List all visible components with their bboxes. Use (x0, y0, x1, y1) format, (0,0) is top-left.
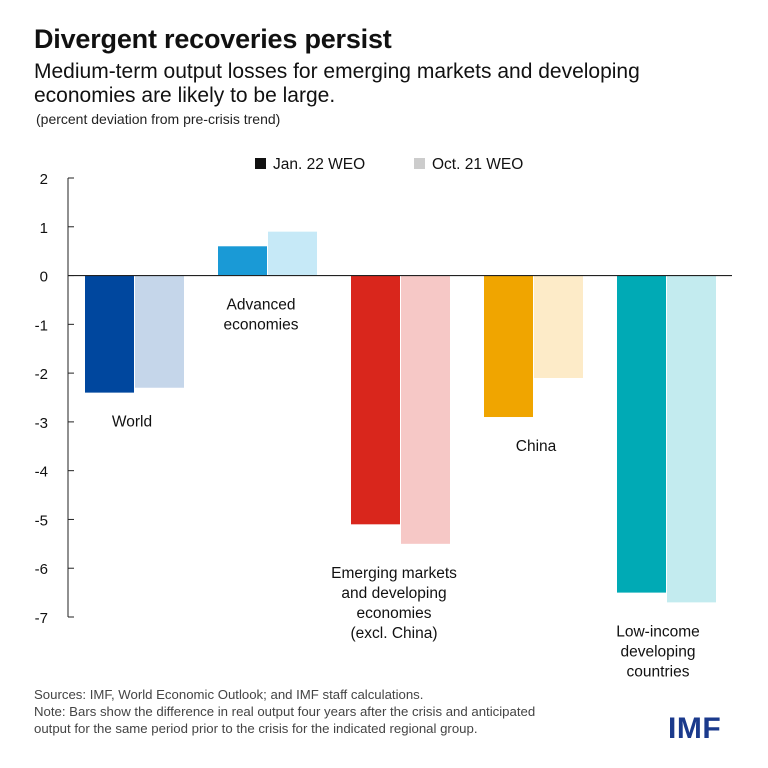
unit-note: (percent deviation from pre-crisis trend… (36, 111, 281, 127)
y-tick-label: 2 (40, 171, 48, 188)
category-label-line: World (112, 414, 152, 431)
note-text-line1: Note: Bars show the difference in real o… (34, 704, 536, 719)
category-label-0: World (112, 414, 152, 431)
bar-oct21-3 (534, 275, 583, 378)
y-tick-label: -2 (35, 366, 48, 383)
chart-title: Divergent recoveries persist (34, 24, 392, 54)
legend-swatch-0 (255, 158, 266, 169)
category-labels: World Advanced economies Emerging markets an… (112, 297, 700, 681)
legend: Jan. 22 WEO Oct. 21 WEO (255, 156, 523, 173)
legend-label-0: Jan. 22 WEO (273, 156, 365, 173)
footer-notes: Sources: IMF, World Economic Outlook; an… (34, 686, 654, 737)
y-tick-label: -3 (35, 415, 48, 432)
bar-jan22-4 (617, 275, 666, 593)
y-tick-label: -4 (35, 464, 48, 481)
bar-jan22-3 (484, 275, 533, 418)
legend-label-1: Oct. 21 WEO (432, 156, 523, 173)
bar-jan22-2 (351, 275, 400, 525)
bar-oct21-2 (401, 275, 450, 544)
category-label-line: countries (627, 663, 690, 680)
category-label-line: Advanced (227, 297, 296, 314)
y-tick-label: -7 (35, 610, 48, 627)
bar-oct21-0 (135, 275, 184, 388)
category-label-line: Emerging markets (331, 565, 457, 582)
bar-oct21-1 (268, 231, 317, 276)
category-label-line: economies (357, 605, 432, 622)
note-text-line2: output for the same period prior to the … (34, 721, 478, 736)
chart-subtitle: Medium-term output losses for emerging m… (34, 60, 640, 107)
axes-group: 2 1 0 -1 -2 -3 -4 -5 -6 -7 (35, 171, 732, 627)
y-tick-label: 0 (40, 269, 48, 286)
bar-jan22-1 (218, 246, 267, 276)
bars-group (85, 231, 716, 603)
category-label-line: developing (621, 643, 696, 660)
bar-jan22-0 (85, 275, 134, 393)
legend-swatch-1 (414, 158, 425, 169)
y-tick-label: 1 (40, 220, 48, 237)
category-label-1: Advanced economies (224, 297, 299, 334)
category-label-4: Low-income developing countries (616, 623, 700, 680)
category-label-line: and developing (341, 585, 446, 602)
y-tick-label: -1 (35, 317, 48, 334)
imf-logo: IMF (668, 712, 722, 745)
category-label-line: (excl. China) (351, 625, 438, 642)
category-label-line: economies (224, 317, 299, 334)
category-label-3: China (516, 438, 557, 455)
sources-text: Sources: IMF, World Economic Outlook; an… (34, 687, 424, 702)
category-label-line: Low-income (616, 623, 700, 640)
y-tick-label: -6 (35, 561, 48, 578)
y-tick-label: -5 (35, 512, 48, 529)
category-label-2: Emerging markets and developing economies (… (331, 565, 457, 642)
bar-oct21-4 (667, 275, 716, 603)
category-label-line: China (516, 438, 557, 455)
